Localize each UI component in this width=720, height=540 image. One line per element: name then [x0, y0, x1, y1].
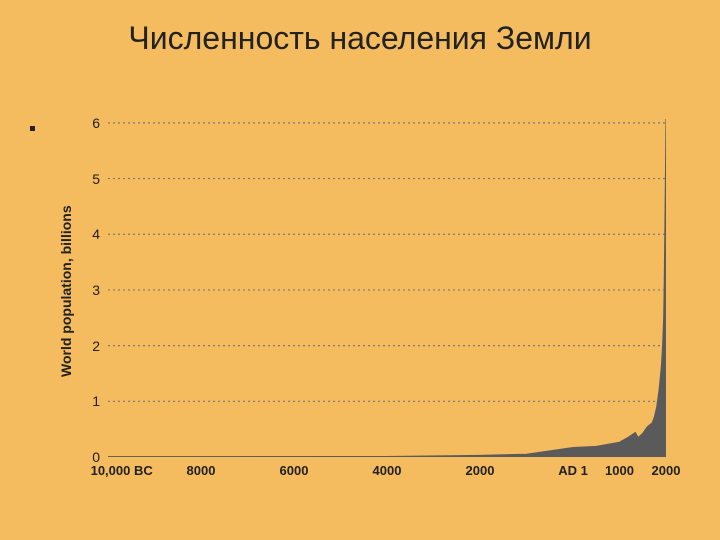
y-tick-label: 5	[70, 171, 100, 187]
slide-title: Численность населения Земли	[0, 20, 720, 57]
bullet-dot	[30, 126, 35, 131]
chart-plot-area	[108, 95, 666, 457]
x-tick-label: 1000	[605, 463, 634, 478]
chart-svg	[108, 95, 666, 457]
x-tick-label: 4000	[373, 463, 402, 478]
x-tick-label: 2000	[466, 463, 495, 478]
x-tick-label: AD 1	[558, 463, 588, 478]
slide: Численность населения Земли World popula…	[0, 0, 720, 540]
y-tick-label: 1	[70, 393, 100, 409]
x-tick-label: 2000	[652, 463, 681, 478]
y-tick-label: 3	[70, 282, 100, 298]
y-tick-label: 4	[70, 226, 100, 242]
y-tick-label: 2	[70, 338, 100, 354]
y-tick-label: 6	[70, 115, 100, 131]
x-tick-label: 8000	[187, 463, 216, 478]
x-tick-label: 10,000 BC	[91, 463, 153, 478]
x-tick-label: 6000	[280, 463, 309, 478]
